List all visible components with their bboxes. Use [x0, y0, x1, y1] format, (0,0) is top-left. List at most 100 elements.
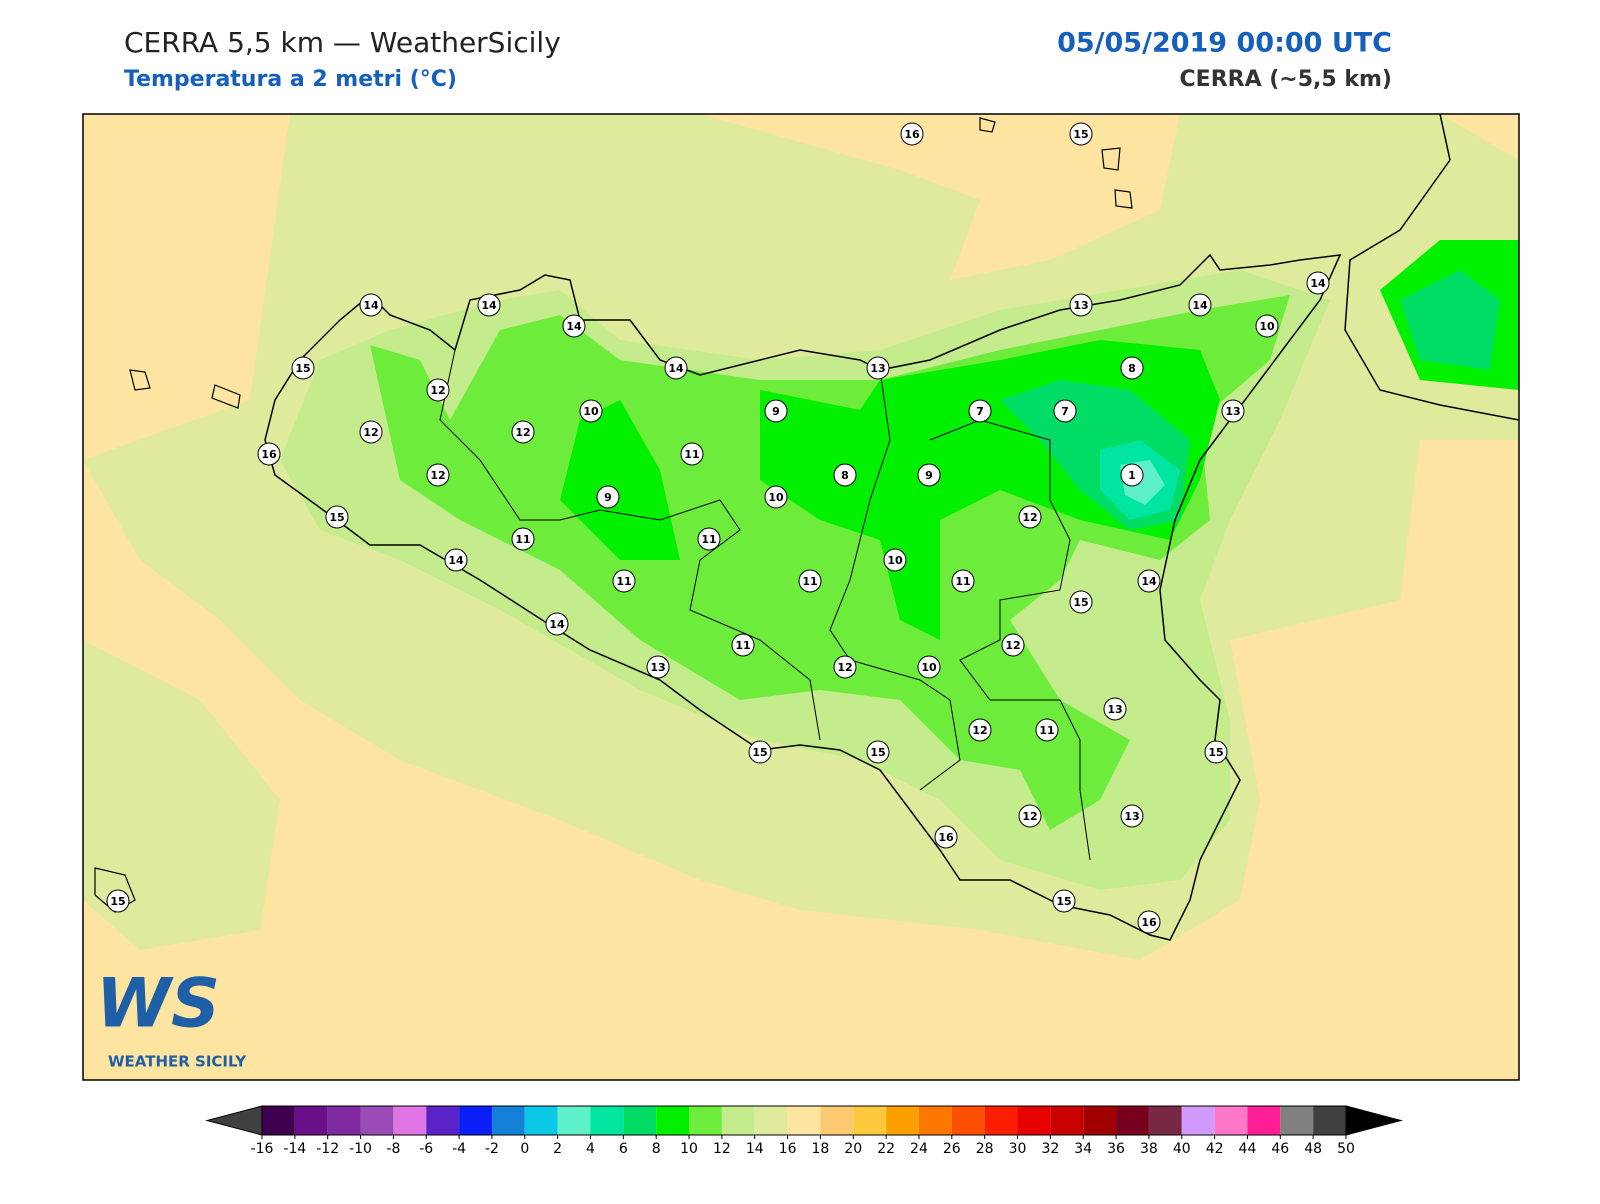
station-value: 8: [1128, 362, 1136, 375]
station-value: 10: [768, 491, 784, 504]
station-marker: [426, 378, 450, 402]
station-marker: [257, 442, 281, 466]
station-marker: [866, 356, 890, 380]
station-marker: [680, 442, 704, 466]
station-marker: [359, 420, 383, 444]
station-value: 15: [295, 362, 310, 375]
colorbar-swatch: [524, 1106, 558, 1135]
colorbar-tick-label: -6: [419, 1141, 433, 1157]
station-marker: [444, 548, 468, 572]
station-value: 16: [261, 448, 277, 461]
colorbar-tick-label: -4: [452, 1141, 466, 1157]
station-marker: [731, 633, 755, 657]
colorbar-tick-label: -16: [251, 1141, 274, 1157]
colorbar-swatch: [393, 1106, 427, 1135]
colorbar: -16 -14 -12 -10 -8 -6 -4 -2 0 2 4 6 8 10 12 14 16 18 20 22 2…: [205, 1105, 1403, 1157]
station-marker: [1120, 356, 1144, 380]
station-value: 11: [735, 639, 750, 652]
colorbar-tick-label: 14: [746, 1141, 764, 1157]
station-marker: [697, 527, 721, 551]
colorbar-tick-label: 32: [1041, 1141, 1059, 1157]
station-marker: [866, 740, 890, 764]
colorbar-swatch: [590, 1106, 624, 1135]
station-marker: [1306, 271, 1330, 295]
colorbar-tick-label: 12: [713, 1141, 731, 1157]
colorbar-tick-label: -12: [316, 1141, 339, 1157]
station-marker: [833, 655, 857, 679]
station-marker: [1052, 889, 1076, 913]
station-value: 14: [549, 618, 565, 631]
colorbar-tick-label: 30: [1009, 1141, 1027, 1157]
station-value: 9: [604, 491, 612, 504]
station-marker: [1221, 399, 1245, 423]
colorbar-swatch: [853, 1106, 887, 1135]
colorbar-tick-label: -8: [386, 1141, 400, 1157]
colorbar-tick-label: 18: [812, 1141, 830, 1157]
station-marker: [1255, 314, 1279, 338]
colorbar-swatch: [1083, 1106, 1117, 1135]
station-marker: [106, 889, 130, 913]
colorbar-swatch: [426, 1106, 460, 1135]
station-value: 12: [837, 661, 852, 674]
station-value: 11: [802, 575, 817, 588]
station-marker: [664, 356, 688, 380]
colorbar-swatch: [623, 1106, 657, 1135]
colorbar-swatch: [1280, 1106, 1314, 1135]
station-marker: [968, 718, 992, 742]
colorbar-tick-label: 42: [1206, 1141, 1224, 1157]
colorbar-tick-label: 22: [877, 1141, 895, 1157]
colorbar-tick-label: -2: [485, 1141, 499, 1157]
station-marker: [511, 420, 535, 444]
station-marker: [511, 527, 535, 551]
station-value: 15: [1056, 895, 1071, 908]
station-marker: [900, 122, 924, 146]
station-value: 13: [1107, 703, 1122, 716]
colorbar-under: [205, 1105, 263, 1136]
station-value: 16: [938, 831, 954, 844]
colorbar-swatch: [951, 1106, 985, 1135]
station-marker: [1069, 293, 1093, 317]
station-value: 15: [752, 746, 767, 759]
station-marker: [798, 569, 822, 593]
colorbar-swatch: [327, 1106, 361, 1135]
map-frame: [82, 113, 1520, 1081]
station-value: 10: [921, 661, 937, 674]
colorbar-tick-label: 20: [844, 1141, 862, 1157]
station-marker: [748, 740, 772, 764]
station-value: 12: [515, 426, 530, 439]
station-value: 13: [1225, 405, 1240, 418]
station-value: 13: [1073, 299, 1088, 312]
colorbar-tick-label: 50: [1337, 1141, 1355, 1157]
station-value: 11: [515, 533, 530, 546]
colorbar-tick-label: 4: [586, 1141, 595, 1157]
band-8: [560, 240, 1519, 640]
station-marker: [596, 485, 620, 509]
colorbar-swatch: [820, 1106, 854, 1135]
station-marker: [883, 548, 907, 572]
station-value: 12: [1005, 639, 1020, 652]
station-value: 15: [1073, 596, 1088, 609]
colorbar-swatch: [1017, 1106, 1051, 1135]
station-value: 12: [1022, 511, 1037, 524]
colorbar-tick-label: 10: [680, 1141, 698, 1157]
colorbar-tick-label: 28: [976, 1141, 994, 1157]
station-marker: [1120, 804, 1144, 828]
colorbar-swatch: [262, 1106, 295, 1135]
colorbar-swatch: [294, 1106, 328, 1135]
colorbar-swatch: [754, 1106, 788, 1135]
station-value: 14: [448, 554, 464, 567]
station-marker: [764, 399, 788, 423]
station-value: 11: [701, 533, 716, 546]
station-marker: [764, 485, 788, 509]
station-value: 10: [1259, 320, 1275, 333]
station-marker: [291, 356, 315, 380]
station-marker: [1188, 293, 1212, 317]
colorbar-tick-label: 40: [1173, 1141, 1191, 1157]
colorbar-tick-label: 0: [520, 1141, 529, 1157]
station-marker: [562, 314, 586, 338]
station-marker: [917, 655, 941, 679]
station-value: 14: [363, 299, 379, 312]
station-marker: [1035, 718, 1059, 742]
